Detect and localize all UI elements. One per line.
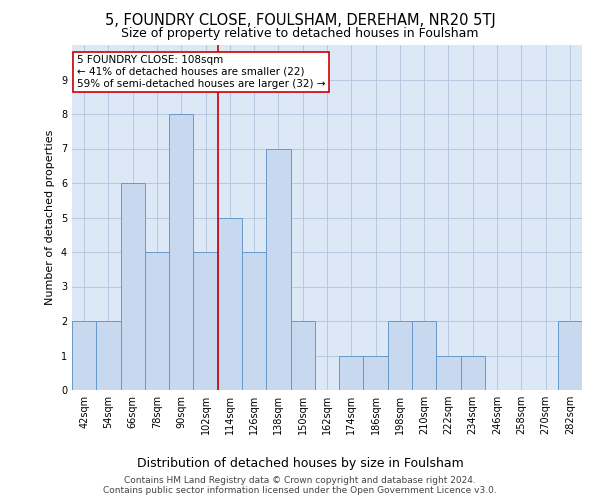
- Bar: [364, 356, 388, 390]
- Bar: [558, 321, 582, 390]
- Bar: [290, 321, 315, 390]
- Text: Size of property relative to detached houses in Foulsham: Size of property relative to detached ho…: [121, 28, 479, 40]
- Bar: [72, 321, 96, 390]
- Bar: [266, 148, 290, 390]
- Bar: [145, 252, 169, 390]
- Y-axis label: Number of detached properties: Number of detached properties: [46, 130, 55, 305]
- Text: Distribution of detached houses by size in Foulsham: Distribution of detached houses by size …: [137, 458, 463, 470]
- Bar: [96, 321, 121, 390]
- Text: 5 FOUNDRY CLOSE: 108sqm
← 41% of detached houses are smaller (22)
59% of semi-de: 5 FOUNDRY CLOSE: 108sqm ← 41% of detache…: [77, 56, 326, 88]
- Text: Contains HM Land Registry data © Crown copyright and database right 2024.
Contai: Contains HM Land Registry data © Crown c…: [103, 476, 497, 495]
- Bar: [242, 252, 266, 390]
- Bar: [436, 356, 461, 390]
- Bar: [121, 183, 145, 390]
- Bar: [388, 321, 412, 390]
- Bar: [218, 218, 242, 390]
- Bar: [339, 356, 364, 390]
- Bar: [461, 356, 485, 390]
- Bar: [193, 252, 218, 390]
- Bar: [412, 321, 436, 390]
- Bar: [169, 114, 193, 390]
- Text: 5, FOUNDRY CLOSE, FOULSHAM, DEREHAM, NR20 5TJ: 5, FOUNDRY CLOSE, FOULSHAM, DEREHAM, NR2…: [104, 12, 496, 28]
